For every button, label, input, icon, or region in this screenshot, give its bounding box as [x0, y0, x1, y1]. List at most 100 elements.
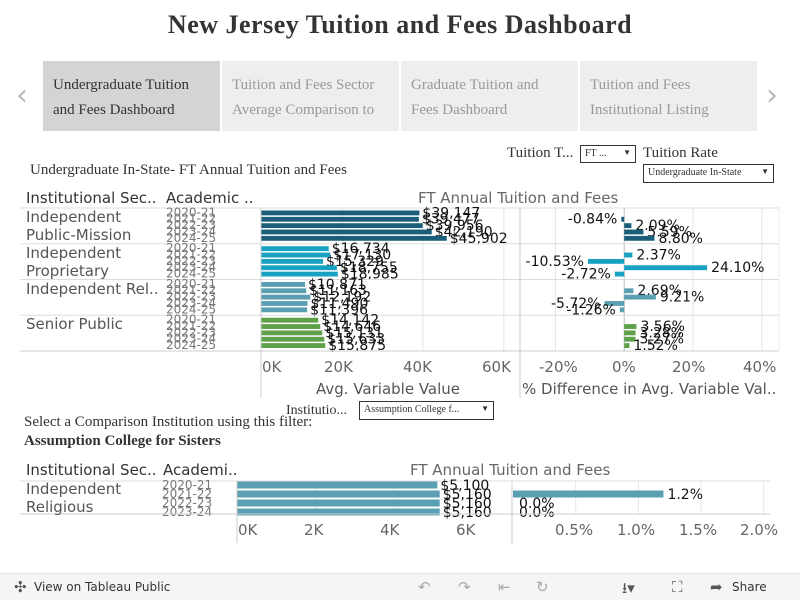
year-label: 2021-22: [166, 283, 216, 297]
top-chart-subtitle: Undergraduate In-State- FT Annual Tuitio…: [30, 162, 347, 178]
value-label: $39,477: [422, 212, 480, 228]
tab-prev-arrow-icon[interactable]: ‹: [16, 78, 28, 113]
tuition-rate-label: Tuition Rate: [643, 145, 718, 161]
pct-label: -5.72%: [551, 296, 601, 312]
pct-label: 8.80%: [658, 231, 702, 247]
view-on-tableau-link[interactable]: View on Tableau Public: [34, 580, 171, 594]
share-button[interactable]: Share: [732, 580, 767, 594]
year-label: 2020-21: [166, 313, 216, 327]
value-bar: [237, 490, 440, 498]
tuition-type-dropdown[interactable]: FT ... ▼: [580, 145, 636, 163]
value-label: $11,163: [309, 283, 367, 299]
institution-value: Assumption College f...: [364, 404, 460, 415]
tuition-type-value: FT ...: [585, 148, 607, 159]
value-label: $39,956: [426, 218, 484, 234]
year-label: 2022-23: [166, 218, 216, 232]
value-bar: [261, 317, 319, 323]
tab-next-arrow-icon[interactable]: ›: [766, 78, 778, 113]
value-bar: [261, 307, 308, 313]
pct-label: 5.59%: [647, 224, 691, 240]
top-col-sector-header[interactable]: Institutional Sec..: [26, 189, 157, 207]
tableau-logo-icon: ✣: [14, 578, 27, 596]
pct-label: 3.27%: [639, 332, 683, 348]
share-icon[interactable]: ➦: [710, 578, 723, 596]
pct-bar: [621, 216, 625, 222]
pct-bar: [619, 307, 625, 313]
value-label: $39,147: [422, 205, 480, 221]
year-label: 2020-21: [166, 205, 216, 219]
redo-icon[interactable]: ↷: [458, 578, 471, 596]
tab-graduate-dashboard[interactable]: Graduate Tuition and Fees Dashboard: [401, 61, 578, 131]
year-label: 2023-24: [166, 260, 216, 274]
x-tick-label: 20K: [324, 358, 353, 376]
value-bar: [261, 265, 337, 271]
value-bar: [261, 301, 308, 306]
value-label: $18,755: [340, 260, 398, 276]
pct-tick-label: 0%: [612, 358, 636, 376]
sector-label: Independent Rel..: [26, 280, 159, 298]
value-label: $15,875: [328, 338, 386, 354]
value-label: $15,329: [326, 254, 384, 270]
chevron-down-icon: ▼: [623, 148, 631, 157]
top-measure-header: FT Annual Tuition and Fees: [418, 189, 619, 207]
value-label: $16,734: [332, 241, 390, 257]
year-label: 2020-21: [162, 478, 212, 492]
sector-label: Senior Public: [26, 315, 123, 333]
chevron-down-icon: ▼: [761, 167, 769, 176]
revert-icon[interactable]: ⇤: [498, 578, 511, 596]
value-bar: [261, 235, 447, 241]
sector-label: Independent Public-Mission: [26, 208, 132, 244]
value-label: $5,160: [443, 505, 492, 521]
top-col-year-header[interactable]: Academic ..: [166, 189, 254, 207]
value-label: $5,100: [440, 478, 489, 494]
bottom-col-year-header[interactable]: Academi..: [163, 461, 238, 479]
pct-bar: [587, 258, 625, 264]
value-bar: [261, 294, 311, 300]
value-label: $11,396: [310, 302, 368, 318]
pct-label: -2.72%: [561, 267, 611, 283]
pct-label: 0.0%: [519, 505, 555, 521]
value-bar: [261, 271, 338, 277]
institution-dropdown[interactable]: Assumption College f... ▼: [359, 401, 494, 420]
download-icon[interactable]: ⭳▾: [622, 579, 635, 597]
value-bar: [261, 258, 324, 264]
value-label: $11,490: [310, 296, 368, 312]
value-label: $15,131: [325, 325, 383, 341]
value-bar: [237, 499, 440, 507]
pct-label: 0.0%: [519, 496, 555, 512]
pct-tick-label: 1.5%: [679, 521, 718, 539]
year-label: 2021-22: [162, 487, 212, 501]
pct-label: 3.28%: [639, 325, 683, 341]
tab-sector-comparison[interactable]: Tuition and Fees Sector Average Comparis…: [222, 61, 399, 131]
tableau-toolbar: ✣ View on Tableau Public ↶ ↷ ⇤ ↻ ⭳▾ ⛶ ➦ …: [0, 573, 800, 600]
tuition-rate-dropdown[interactable]: Undergraduate In-State ▼: [643, 164, 774, 183]
pct-bar: [624, 235, 655, 241]
tuition-rate-value: Undergraduate In-State: [648, 167, 742, 178]
refresh-icon[interactable]: ↻: [536, 578, 549, 596]
pct-bar: [624, 330, 636, 336]
undo-icon[interactable]: ↶: [418, 578, 431, 596]
pct-label: 1.2%: [667, 487, 703, 503]
pct-bar: [624, 229, 644, 235]
fullscreen-icon[interactable]: ⛶: [672, 578, 683, 596]
x-tick-label: 40K: [403, 358, 432, 376]
year-label: 2024-25: [166, 302, 216, 316]
pct-label: 24.10%: [711, 260, 764, 276]
value-label: $5,160: [443, 496, 492, 512]
pct-axis-title: % Difference in Avg. Variable Val..: [522, 380, 777, 398]
pct-tick-label: 0.5%: [555, 521, 594, 539]
x-axis-title: Avg. Variable Value: [316, 380, 461, 398]
x-tick-label: 60K: [482, 358, 511, 376]
pct-label: -1.26%: [566, 302, 616, 318]
pct-bar: [513, 490, 664, 498]
bottom-col-sector-header[interactable]: Institutional Sec..: [26, 461, 157, 479]
dashboard-tabs: Undergraduate Tuition and Fees Dashboard…: [43, 61, 757, 131]
sector-label: Independent Religious: [26, 480, 122, 516]
pct-label: 3.56%: [640, 319, 684, 335]
value-bar: [237, 508, 440, 516]
tab-undergraduate-dashboard[interactable]: Undergraduate Tuition and Fees Dashboard: [43, 61, 220, 131]
sector-label: Independent Proprietary: [26, 244, 122, 280]
tab-institutional-listing[interactable]: Tuition and Fees Institutional Listing: [580, 61, 757, 131]
value-bar: [261, 324, 321, 329]
